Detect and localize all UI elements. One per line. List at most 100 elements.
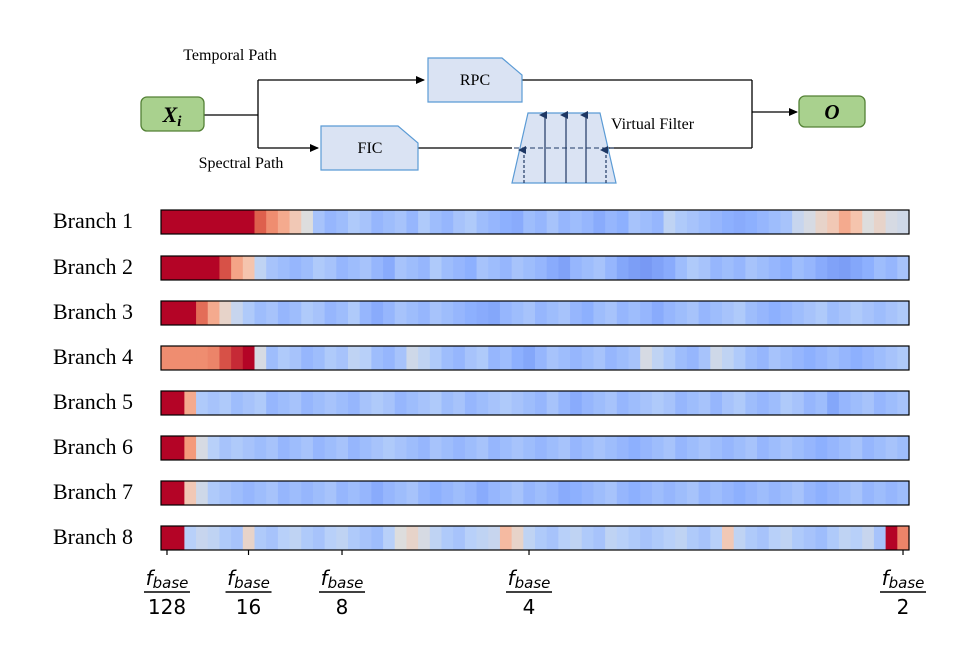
heatmap-cell xyxy=(698,391,711,415)
heatmap-cell xyxy=(546,526,559,550)
heatmap-cell xyxy=(757,391,770,415)
heatmap-cell xyxy=(371,346,384,370)
branch-label: Branch 4 xyxy=(53,344,133,369)
heatmap-cell xyxy=(570,436,583,460)
heatmap-cell xyxy=(803,481,817,505)
heatmap-cell xyxy=(429,210,443,234)
heatmap-cell xyxy=(161,391,174,415)
heatmap-cell xyxy=(394,481,408,505)
heatmap-cell xyxy=(464,346,478,370)
heatmap-cell xyxy=(535,436,548,460)
heatmap-cell xyxy=(605,256,618,280)
heatmap-cell xyxy=(815,436,828,460)
heatmap-cell xyxy=(371,210,384,234)
heatmap-cell xyxy=(815,391,828,415)
tick-denominator: 8 xyxy=(336,595,349,619)
heatmap-cell xyxy=(266,526,279,550)
heatmap-cell xyxy=(733,481,746,505)
heatmap-cell xyxy=(301,210,314,234)
block-diagram: Xi O Temporal Path Spectral Path RPC FIC… xyxy=(140,47,866,184)
heatmap-cell xyxy=(242,210,256,234)
heatmap-cell xyxy=(710,256,723,280)
heatmap-cell xyxy=(499,210,513,234)
heatmap-cell xyxy=(616,301,630,325)
heatmap-cell xyxy=(383,346,396,370)
tick-denominator: 128 xyxy=(148,595,186,619)
heatmap-cell xyxy=(383,436,396,460)
heatmap-cell xyxy=(277,256,291,280)
heatmap-cell xyxy=(242,256,256,280)
heatmap-cell xyxy=(312,346,326,370)
heatmap-cell xyxy=(336,346,349,370)
heatmap-cell xyxy=(464,481,478,505)
heatmap-cell xyxy=(499,391,513,415)
heatmap-cell xyxy=(511,526,524,550)
heatmap-cell xyxy=(441,210,454,234)
heatmap-cell xyxy=(312,210,326,234)
heatmap-cell xyxy=(511,256,524,280)
heatmap-cell xyxy=(605,481,618,505)
heatmap-cell xyxy=(464,526,478,550)
heatmap-cell xyxy=(406,210,419,234)
heatmap-cell xyxy=(593,481,606,505)
heatmap-cell xyxy=(897,391,910,415)
heatmap-cell xyxy=(838,481,852,505)
heatmap-cell xyxy=(441,346,454,370)
heatmap-cell xyxy=(277,526,291,550)
heatmap-cell xyxy=(675,256,688,280)
heatmap-cell xyxy=(570,481,583,505)
heatmap-cell xyxy=(885,301,898,325)
heatmap-cell xyxy=(301,301,314,325)
heatmap-cell xyxy=(184,481,197,505)
heatmap-cell xyxy=(675,436,688,460)
branch-label: Branch 6 xyxy=(53,434,133,459)
heatmap-cell xyxy=(651,526,665,550)
heatmap-cell xyxy=(523,526,536,550)
heatmap-cell xyxy=(453,526,466,550)
heatmap-cell xyxy=(757,210,770,234)
heatmap-cell xyxy=(570,391,583,415)
heatmap-cell xyxy=(733,526,746,550)
heatmap-cell xyxy=(476,301,489,325)
heatmap-cell xyxy=(768,391,782,415)
heatmap-cell xyxy=(862,481,875,505)
heatmap-cell xyxy=(803,210,817,234)
heatmap-cell xyxy=(266,301,279,325)
heatmap-cell xyxy=(207,481,221,505)
heatmap-cell xyxy=(359,526,372,550)
heatmap-cell xyxy=(523,346,536,370)
heatmap-cell xyxy=(605,210,618,234)
heatmap-cell xyxy=(593,526,606,550)
heatmap-cell xyxy=(792,210,805,234)
heatmap-cell xyxy=(371,436,384,460)
heatmap-cell xyxy=(815,210,828,234)
heatmap-cell xyxy=(406,526,419,550)
heatmap-cell xyxy=(207,301,221,325)
heatmap-cell xyxy=(511,391,524,415)
heatmap-cell xyxy=(488,436,501,460)
heatmap-cell xyxy=(581,391,595,415)
heatmap-cell xyxy=(488,391,501,415)
heatmap-cell xyxy=(172,436,185,460)
heatmap-cell xyxy=(581,210,595,234)
heatmap-cell xyxy=(535,256,548,280)
heatmap-cell xyxy=(803,301,817,325)
heatmap-cell xyxy=(663,526,676,550)
heatmap-cell xyxy=(336,301,349,325)
heatmap-cell xyxy=(698,481,711,505)
heatmap-cell xyxy=(768,301,782,325)
heatmap-cell xyxy=(476,256,489,280)
heatmap-cell xyxy=(324,301,337,325)
heatmap-cell xyxy=(628,301,641,325)
heatmap-cell xyxy=(651,436,665,460)
input-label-sub: i xyxy=(177,114,182,130)
tick-numerator: fbase xyxy=(227,566,270,592)
heatmap-cell xyxy=(885,210,898,234)
heatmap-cell xyxy=(873,526,887,550)
heatmap-cell xyxy=(371,301,384,325)
heatmap-cell xyxy=(348,256,361,280)
heatmap-cell xyxy=(429,436,443,460)
branch-row: Branch 3 xyxy=(53,299,910,326)
heatmap-cell xyxy=(663,256,676,280)
heatmap-cell xyxy=(733,210,746,234)
